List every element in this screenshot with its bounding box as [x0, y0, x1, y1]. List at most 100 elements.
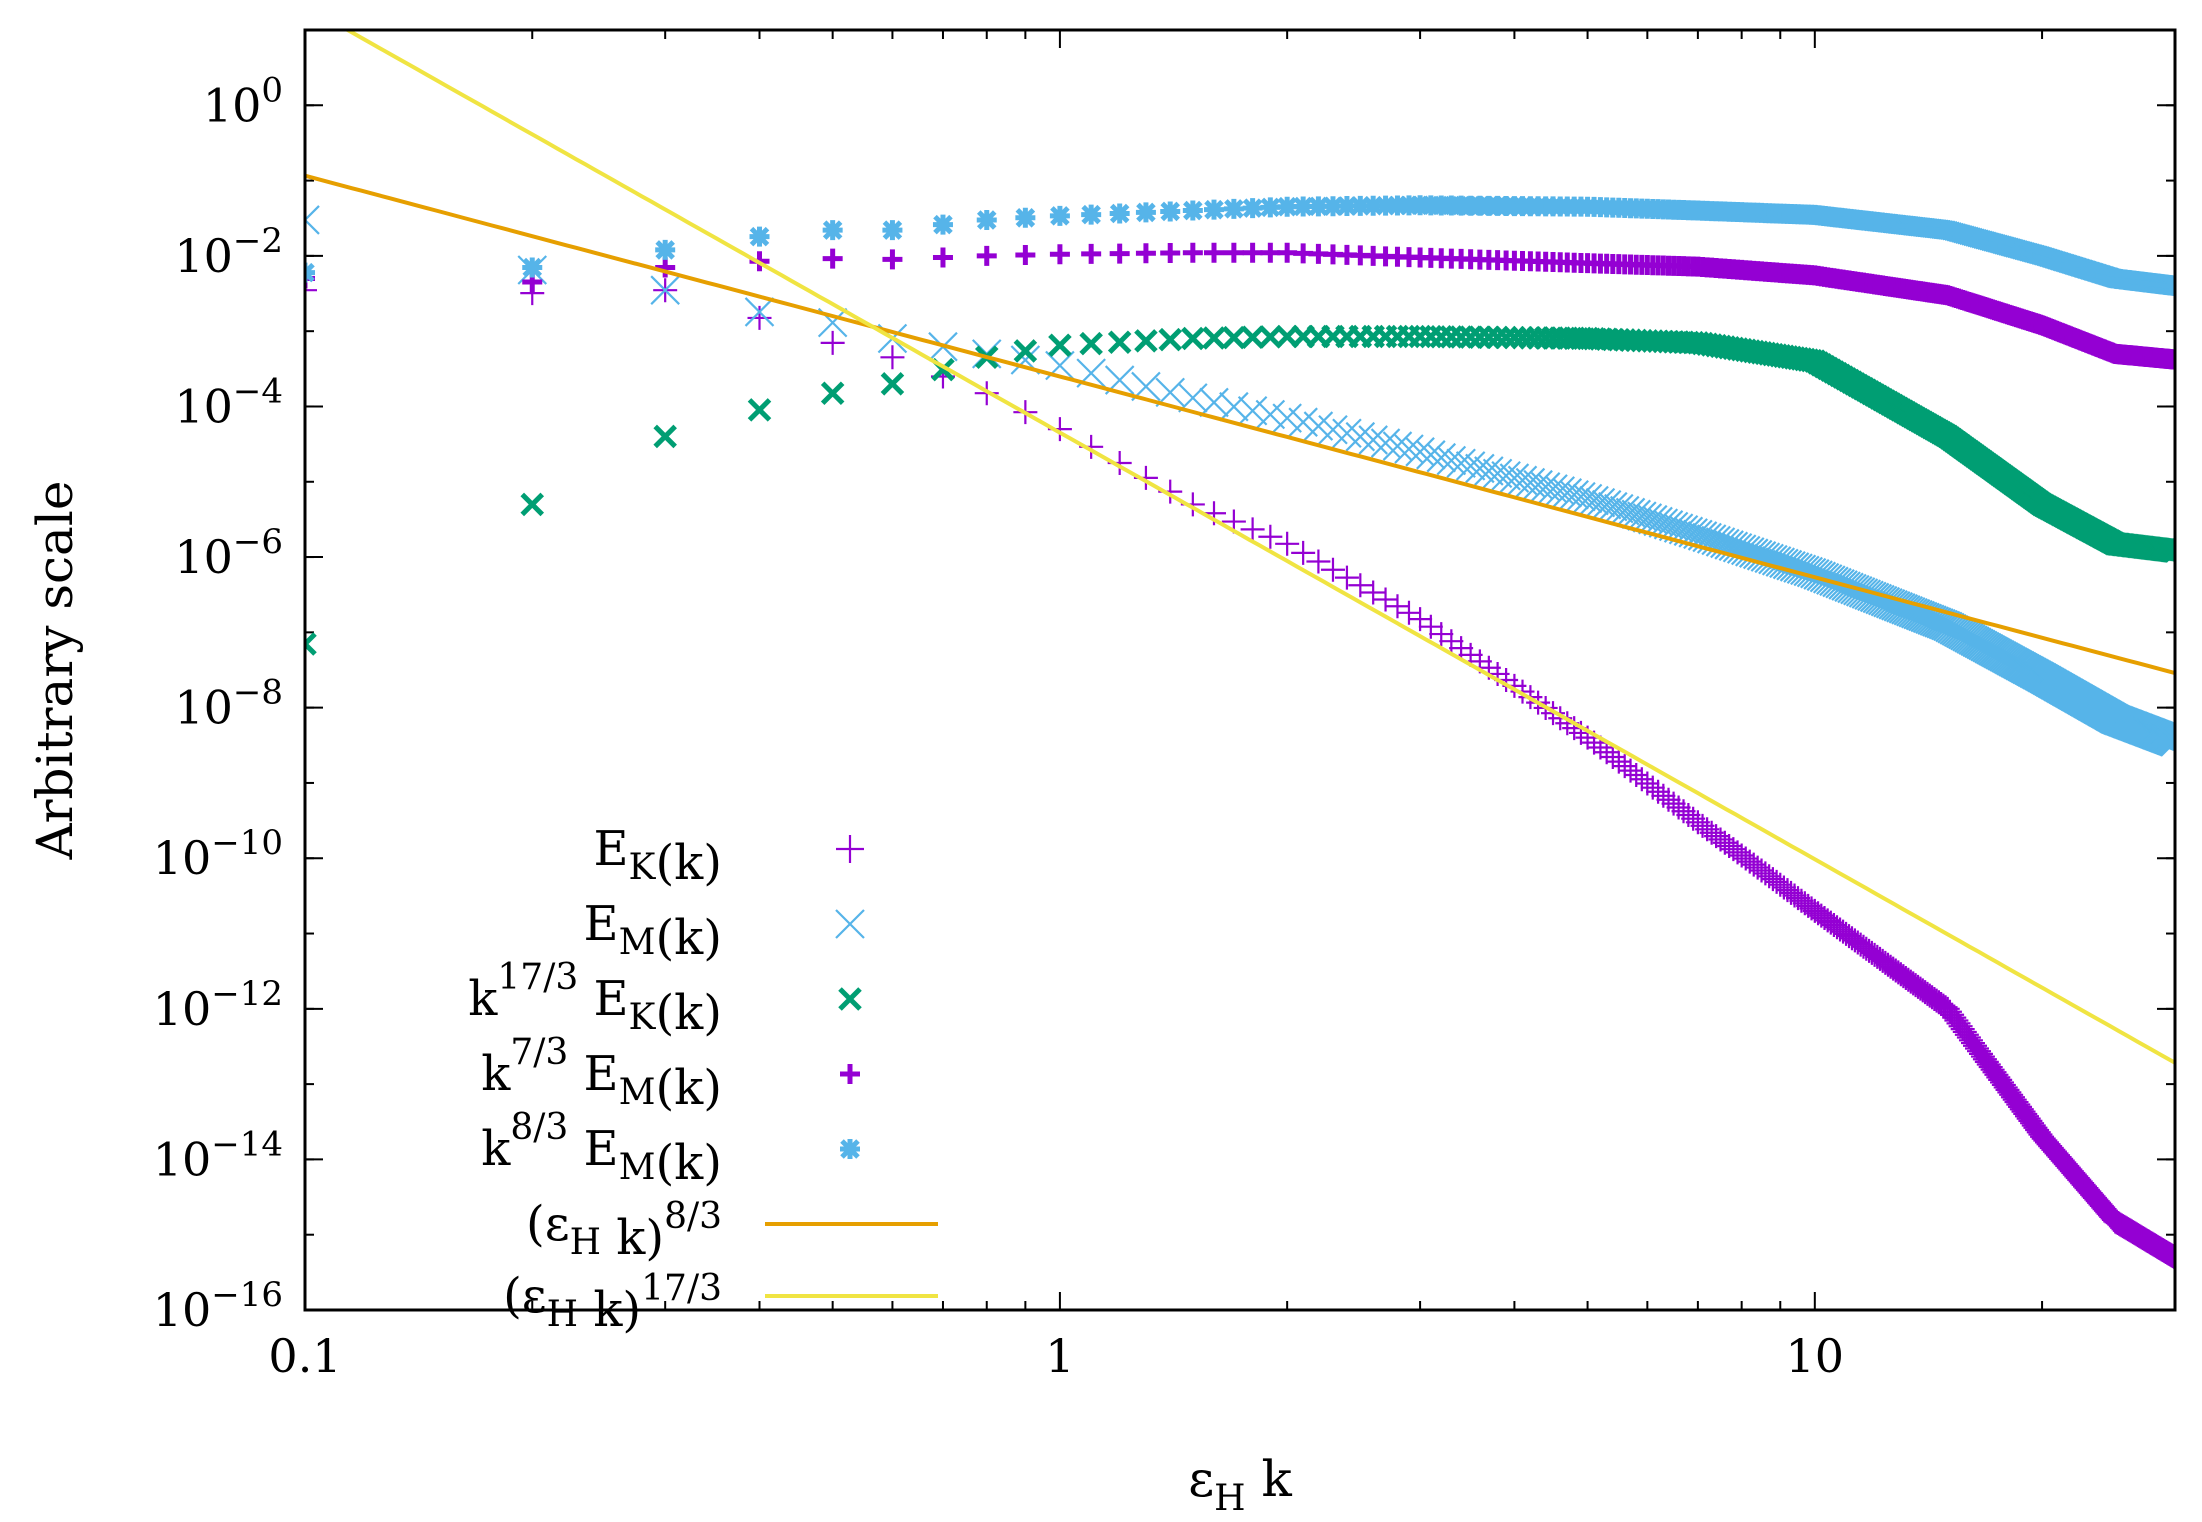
- y-tick-label: 10−10: [153, 823, 283, 885]
- data-point: [1291, 540, 1316, 565]
- data-point: [932, 214, 953, 235]
- data-point: [1202, 326, 1226, 350]
- legend-entry: k7/3 EM(k): [481, 1032, 860, 1116]
- data-point: [932, 247, 953, 268]
- data-point: [1815, 908, 1840, 933]
- data-point: [1181, 326, 1205, 351]
- data-point: [1345, 421, 1376, 452]
- data-point: [880, 345, 905, 370]
- data-point: [1722, 532, 1753, 563]
- data-point: [1049, 205, 1070, 226]
- y-tick-label: 10−8: [174, 673, 283, 735]
- data-point: [1135, 243, 1156, 264]
- data-point: [1182, 200, 1203, 221]
- data-point: [747, 398, 772, 422]
- data-point: [1598, 491, 1628, 522]
- data-point: [1718, 531, 1749, 562]
- data-point: [1308, 196, 1329, 217]
- data-point: [1363, 195, 1384, 216]
- data-point: [1322, 196, 1343, 217]
- data-point: [749, 226, 770, 247]
- legend-entry: k17/3 EK(k): [468, 957, 862, 1041]
- x-tick-label: 0.1: [268, 1329, 341, 1383]
- data-point: [1458, 325, 1483, 349]
- data-point: [1609, 495, 1640, 526]
- legend-label: (εH k)17/3: [503, 1268, 722, 1338]
- data-point: [1446, 448, 1476, 479]
- data-point: [820, 330, 845, 355]
- data-point: [1109, 203, 1130, 224]
- data-point: [1358, 425, 1388, 455]
- legend: EK(k)EM(k)k17/3 EK(k)k7/3 EM(k)k8/3 EM(k…: [468, 821, 938, 1338]
- data-point: [1275, 531, 1300, 556]
- legend-label: k17/3 EK(k): [468, 957, 722, 1041]
- data-point: [1474, 456, 1504, 486]
- data-point: [1714, 530, 1744, 560]
- data-point: [1336, 196, 1357, 217]
- data-point: [1449, 636, 1474, 661]
- data-point: [1223, 198, 1244, 219]
- data-point: [1222, 325, 1246, 350]
- data-point: [655, 239, 676, 260]
- data-point: [522, 257, 543, 278]
- plot-frame: [303, 28, 2177, 1312]
- legend-entry: k8/3 EM(k): [481, 1107, 860, 1191]
- legend-entry: EK(k): [594, 821, 864, 891]
- y-tick-label: 10−6: [174, 522, 283, 584]
- data-point: [1178, 383, 1208, 413]
- data-point: [1204, 242, 1224, 263]
- data-point: [1615, 497, 1646, 528]
- series-line: [305, 173, 2175, 676]
- y-tick-label: 10−2: [174, 221, 283, 283]
- data-point: [1015, 245, 1036, 266]
- data-point: [747, 305, 772, 330]
- data-point: [976, 245, 997, 266]
- data-point: [882, 220, 903, 241]
- data-point: [1499, 463, 1530, 493]
- data-point: [1405, 437, 1435, 467]
- data-point: [655, 257, 676, 278]
- data-point: [1604, 493, 1634, 524]
- legend-swatch: [840, 1064, 860, 1084]
- data-point: [1385, 594, 1410, 619]
- y-tick-label: 10−14: [153, 1124, 283, 1186]
- data-point: [1223, 242, 1244, 263]
- data-point: [1818, 910, 1843, 935]
- data-point: [1348, 573, 1373, 598]
- data-point: [1109, 243, 1130, 264]
- data-point: [1426, 442, 1457, 473]
- data-point: [650, 275, 680, 305]
- data-point: [1436, 445, 1467, 476]
- data-point: [2163, 539, 2175, 563]
- data-point: [822, 220, 843, 241]
- data-point: [1643, 506, 1673, 537]
- data-point: [1591, 489, 1622, 520]
- data-point: [1160, 243, 1181, 264]
- data-point: [1350, 195, 1371, 216]
- data-point: [1107, 330, 1132, 354]
- data-point: [880, 372, 905, 396]
- data-point: [1382, 431, 1413, 461]
- data-point: [1449, 325, 1473, 349]
- data-point: [1416, 440, 1446, 470]
- data-point: [1632, 503, 1663, 533]
- data-point: [1048, 333, 1072, 358]
- data-point: [1204, 199, 1224, 220]
- x-axis-label: εH k: [1188, 1450, 1292, 1519]
- data-point: [1394, 434, 1424, 464]
- data-point: [1160, 201, 1181, 222]
- legend-label: k7/3 EM(k): [481, 1032, 722, 1116]
- legend-label: EK(k): [594, 821, 723, 891]
- data-point: [1255, 399, 1286, 430]
- data-point: [1370, 428, 1401, 458]
- series-5: [305, 173, 2175, 676]
- data-point: [1821, 912, 1846, 937]
- data-point: [1079, 331, 1103, 356]
- x-tick-label: 10: [1786, 1329, 1845, 1383]
- data-point: [1690, 813, 1715, 838]
- data-point: [1431, 195, 1452, 216]
- data-point: [1081, 243, 1102, 264]
- data-point: [1491, 460, 1521, 491]
- data-point: [744, 297, 775, 327]
